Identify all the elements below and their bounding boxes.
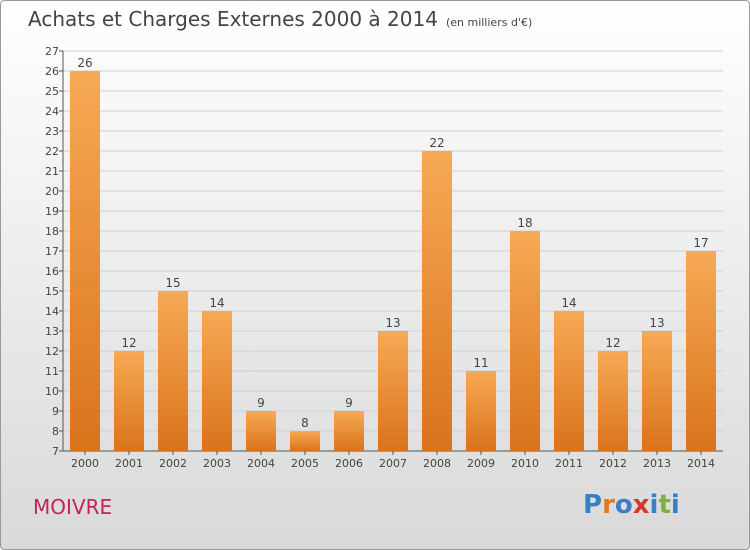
y-tick-label: 14 <box>45 305 59 318</box>
bar-2013 <box>642 331 672 451</box>
bars <box>70 71 716 451</box>
y-tick-label: 25 <box>45 85 59 98</box>
data-label: 14 <box>209 296 224 310</box>
y-tick-label: 9 <box>52 405 59 418</box>
x-tick-label: 2001 <box>115 457 143 470</box>
x-tick-label: 2006 <box>335 457 363 470</box>
y-tick-label: 23 <box>45 125 59 138</box>
y-tick-label: 27 <box>45 45 59 58</box>
x-tick-label: 2004 <box>247 457 275 470</box>
data-label: 9 <box>345 396 353 410</box>
logo-letter: P <box>583 490 603 520</box>
logo-letter: i <box>670 490 680 520</box>
y-tick-label: 26 <box>45 65 59 78</box>
data-label: 17 <box>693 236 708 250</box>
bar-2004 <box>246 411 276 451</box>
x-tick-label: 2005 <box>291 457 319 470</box>
x-tick-label: 2014 <box>687 457 715 470</box>
bar-2007 <box>378 331 408 451</box>
x-tick-label: 2010 <box>511 457 539 470</box>
data-label: 12 <box>605 336 620 350</box>
x-tick-label: 2003 <box>203 457 231 470</box>
x-tick-label: 2008 <box>423 457 451 470</box>
data-label: 13 <box>649 316 664 330</box>
commune-name: MOIVRE <box>33 495 113 519</box>
bar-2010 <box>510 231 540 451</box>
data-label: 22 <box>429 136 444 150</box>
bar-2003 <box>202 311 232 451</box>
y-tick-label: 10 <box>45 385 59 398</box>
bar-2005 <box>290 431 320 451</box>
x-tick-label: 2012 <box>599 457 627 470</box>
proxiti-logo: Proxiti <box>583 490 680 520</box>
bar-2001 <box>114 351 144 451</box>
y-tick-label: 12 <box>45 345 59 358</box>
chart-unit: (en milliers d'€) <box>445 16 533 29</box>
data-label: 13 <box>385 316 400 330</box>
y-tick-label: 13 <box>45 325 59 338</box>
data-label: 14 <box>561 296 576 310</box>
chart-title: Achats et Charges Externes 2000 à 2014 (e… <box>28 7 532 31</box>
logo-letter: r <box>602 490 615 520</box>
data-label: 8 <box>301 416 309 430</box>
x-tick-label: 2011 <box>555 457 583 470</box>
x-tick-label: 2002 <box>159 457 187 470</box>
data-label: 11 <box>473 356 488 370</box>
y-tick-label: 24 <box>45 105 59 118</box>
data-label: 15 <box>165 276 180 290</box>
chart-title-text: Achats et Charges Externes 2000 à 2014 <box>28 7 438 31</box>
bar-2006 <box>334 411 364 451</box>
data-label: 12 <box>121 336 136 350</box>
y-tick-label: 21 <box>45 165 59 178</box>
bar-2008 <box>422 151 452 451</box>
x-tick-label: 2007 <box>379 457 407 470</box>
y-tick-label: 18 <box>45 225 59 238</box>
y-tick-label: 20 <box>45 185 59 198</box>
y-tick-label: 22 <box>45 145 59 158</box>
bar-2002 <box>158 291 188 451</box>
x-tick-label: 2013 <box>643 457 671 470</box>
bar-2012 <box>598 351 628 451</box>
y-tick-label: 11 <box>45 365 59 378</box>
labels: 7 8 9 10 11 12 13 14 15 16 17 18 19 20 21 22 23 24 25 26 27 2… <box>45 45 715 470</box>
bar-2009 <box>466 371 496 451</box>
bar-2014 <box>686 251 716 451</box>
y-tick-label: 15 <box>45 285 59 298</box>
y-tick-label: 8 <box>52 425 59 438</box>
data-label: 26 <box>77 56 92 70</box>
x-tick-label: 2000 <box>71 457 99 470</box>
y-tick-label: 19 <box>45 205 59 218</box>
logo-letter: o <box>614 490 633 520</box>
logo-letter: t <box>658 490 671 520</box>
y-tick-label: 7 <box>52 445 59 458</box>
bar-2011 <box>554 311 584 451</box>
data-label: 9 <box>257 396 265 410</box>
bar-2000 <box>70 71 100 451</box>
data-label: 18 <box>517 216 532 230</box>
logo-letter: x <box>632 490 650 520</box>
y-tick-label: 17 <box>45 245 59 258</box>
logo-letter: i <box>649 490 659 520</box>
x-tick-label: 2009 <box>467 457 495 470</box>
y-tick-label: 16 <box>45 265 59 278</box>
